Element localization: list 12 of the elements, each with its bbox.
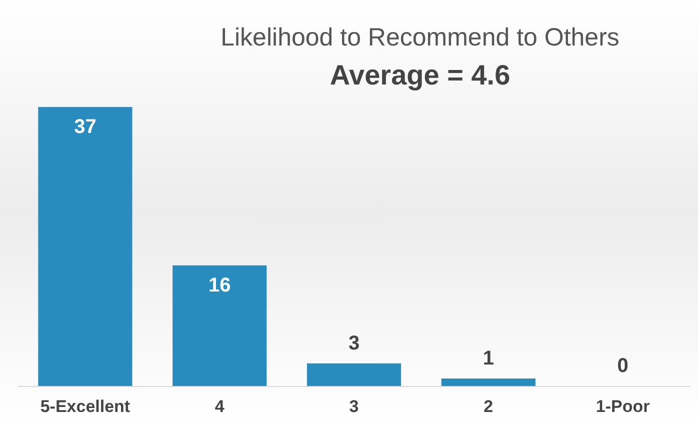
data-label: 1 — [482, 347, 494, 370]
x-tick-label: 1-Poor — [596, 397, 650, 416]
data-label: 16 — [208, 274, 231, 296]
chart-title: Likelihood to Recommend to Others — [220, 24, 620, 52]
data-label: 3 — [348, 332, 360, 354]
x-tick-label: 3 — [349, 397, 359, 416]
x-tick-label: 2 — [484, 397, 494, 416]
chart-subtitle: Average = 4.6 — [330, 60, 510, 90]
x-tick-label: 4 — [214, 397, 225, 416]
x-tick-label: 5-Excellent — [40, 397, 130, 416]
data-label: 0 — [617, 355, 628, 377]
data-label: 37 — [74, 116, 96, 138]
